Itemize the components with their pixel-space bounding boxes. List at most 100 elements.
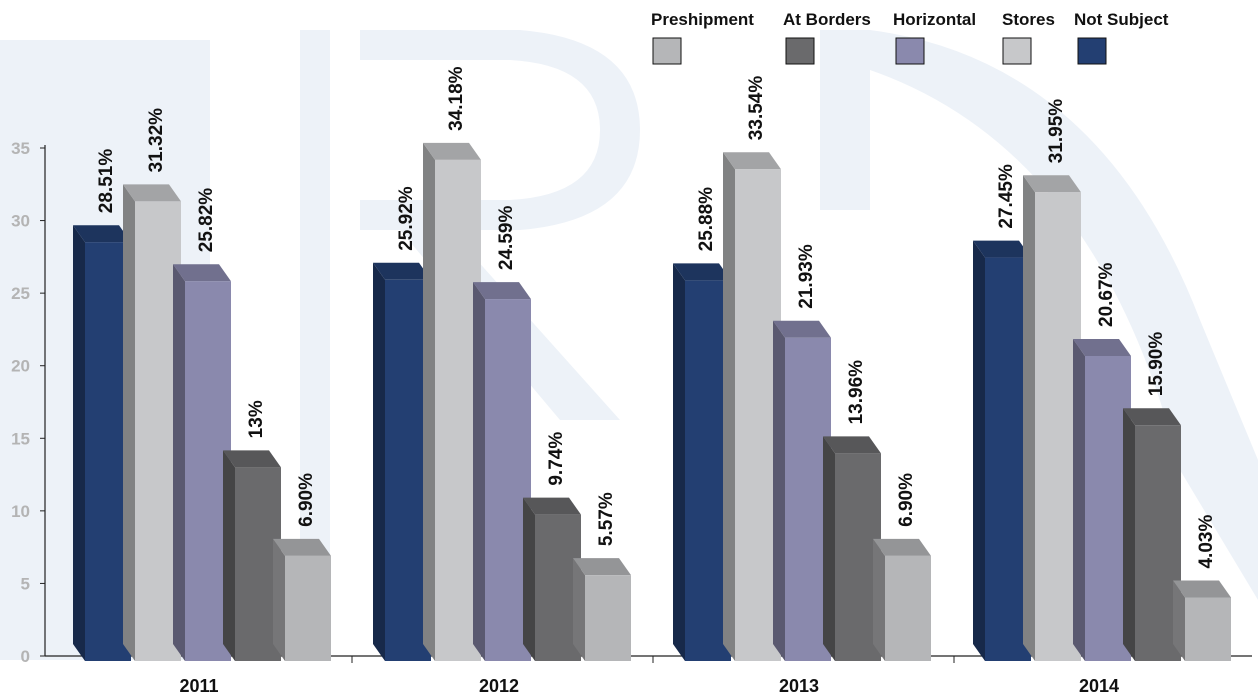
- legend: Preshipment At Borders Horizontal Stores Not…: [651, 10, 1169, 65]
- bar-side-face: [1173, 580, 1185, 661]
- legend-label: At Borders: [783, 10, 871, 29]
- bar-front-face: [1185, 597, 1231, 661]
- x-category-label: 2012: [479, 676, 519, 696]
- y-tick-label: 10: [11, 502, 30, 521]
- bar-top-face: [223, 450, 281, 468]
- data-label: 27.45%: [996, 164, 1017, 229]
- x-category-label: 2013: [779, 676, 819, 696]
- data-label: 31.32%: [146, 108, 167, 173]
- bar-side-face: [73, 225, 85, 662]
- data-label: 9.74%: [546, 432, 567, 486]
- bar-side-face: [123, 184, 135, 661]
- legend-item-preshipment: Preshipment: [651, 10, 754, 65]
- legend-swatch: [1002, 37, 1032, 65]
- data-label: 13.96%: [846, 360, 867, 425]
- bar-horizontal-2013: [773, 320, 831, 661]
- bar-top-face: [373, 262, 431, 280]
- y-tick-label: 30: [11, 212, 30, 231]
- bar-top-face: [773, 320, 831, 338]
- bar-not-subject-2012: [373, 262, 431, 661]
- bar-side-face: [423, 142, 435, 661]
- y-tick-label: 5: [21, 574, 30, 593]
- bar-at-borders-2011: [223, 450, 281, 661]
- bar-side-face: [573, 558, 585, 661]
- data-label: 6.90%: [296, 473, 317, 527]
- bar-top-face: [1023, 175, 1081, 193]
- bar-horizontal-2014: [1073, 338, 1131, 661]
- data-label: 34.18%: [446, 66, 467, 131]
- data-label: 5.57%: [596, 492, 617, 546]
- legend-label: Preshipment: [651, 10, 754, 29]
- data-labels: 28.51% 31.32% 25.82% 13% 6.90% 25.92% 34.18% 24…: [96, 66, 1217, 568]
- y-tick-label: 35: [11, 139, 30, 158]
- data-label: 31.95%: [1046, 99, 1067, 164]
- bar-side-face: [973, 240, 985, 661]
- data-label: 24.59%: [496, 206, 517, 271]
- data-label: 15.90%: [1146, 332, 1167, 397]
- data-label: 25.92%: [396, 186, 417, 251]
- y-tick-label: 0: [21, 647, 30, 666]
- bar-top-face: [823, 436, 881, 454]
- x-category-label: 2014: [1079, 676, 1119, 696]
- bar-side-face: [373, 262, 385, 661]
- legend-swatch: [1077, 37, 1107, 65]
- y-tick-label: 25: [11, 284, 30, 303]
- bar-top-face: [1123, 408, 1181, 426]
- bar-side-face: [1023, 175, 1035, 662]
- bar-not-subject-2011: [73, 225, 131, 662]
- axes: 0 5 10 15 20 25 30 35 2011 2012 2013 2014: [11, 139, 1252, 696]
- bar-side-face: [873, 538, 885, 661]
- bar-top-face: [573, 558, 631, 576]
- legend-swatch: [652, 37, 682, 65]
- bar-side-face: [673, 263, 685, 661]
- bar-at-borders-2013: [823, 436, 881, 661]
- bar-front-face: [285, 555, 331, 661]
- bar-stores-2013: [723, 152, 781, 661]
- bar-top-face: [973, 240, 1031, 258]
- watermark-shape-d: [820, 30, 1258, 600]
- data-label: 4.03%: [1196, 515, 1217, 569]
- bar-top-face: [523, 497, 581, 515]
- bar-preshipment-2012: [573, 558, 631, 661]
- bar-side-face: [473, 282, 485, 661]
- bar-front-face: [585, 575, 631, 661]
- x-category-label: 2011: [179, 676, 218, 696]
- data-label: 6.90%: [896, 473, 917, 527]
- bar-top-face: [173, 264, 231, 282]
- bar-not-subject-2013: [673, 263, 731, 661]
- legend-item-horizontal: Horizontal: [893, 10, 976, 65]
- bar-top-face: [673, 263, 731, 281]
- bar-side-face: [773, 320, 785, 661]
- bar-side-face: [1123, 408, 1135, 661]
- legend-label: Horizontal: [893, 10, 976, 29]
- bar-at-borders-2014: [1123, 408, 1181, 661]
- bar-top-face: [1073, 338, 1131, 356]
- bar-top-face: [723, 152, 781, 170]
- bar-preshipment-2011: [273, 538, 331, 661]
- data-label: 21.93%: [796, 244, 817, 309]
- bar-side-face: [223, 450, 235, 661]
- data-label: 25.82%: [196, 188, 217, 253]
- bar-side-face: [723, 152, 735, 661]
- bar-top-face: [473, 282, 531, 300]
- data-label: 25.88%: [696, 187, 717, 252]
- bar-top-face: [73, 225, 131, 243]
- legend-swatch: [785, 37, 815, 65]
- bar-front-face: [885, 555, 931, 661]
- bar-preshipment-2013: [873, 538, 931, 661]
- bar-stores-2011: [123, 184, 181, 661]
- bar-side-face: [1073, 338, 1085, 661]
- y-tick-label: 15: [11, 429, 30, 448]
- bar-side-face: [823, 436, 835, 661]
- data-label: 20.67%: [1096, 262, 1117, 327]
- watermark-shape-bar: [300, 30, 330, 660]
- bar-preshipment-2014: [1173, 580, 1231, 661]
- legend-item-at-borders: At Borders: [783, 10, 871, 65]
- watermark-shape-r: [330, 30, 640, 420]
- bar-top-face: [123, 184, 181, 202]
- bar-top-face: [423, 142, 481, 160]
- bar-horizontal-2011: [173, 264, 231, 661]
- y-tick-label: 20: [11, 357, 30, 376]
- legend-swatch: [895, 37, 925, 65]
